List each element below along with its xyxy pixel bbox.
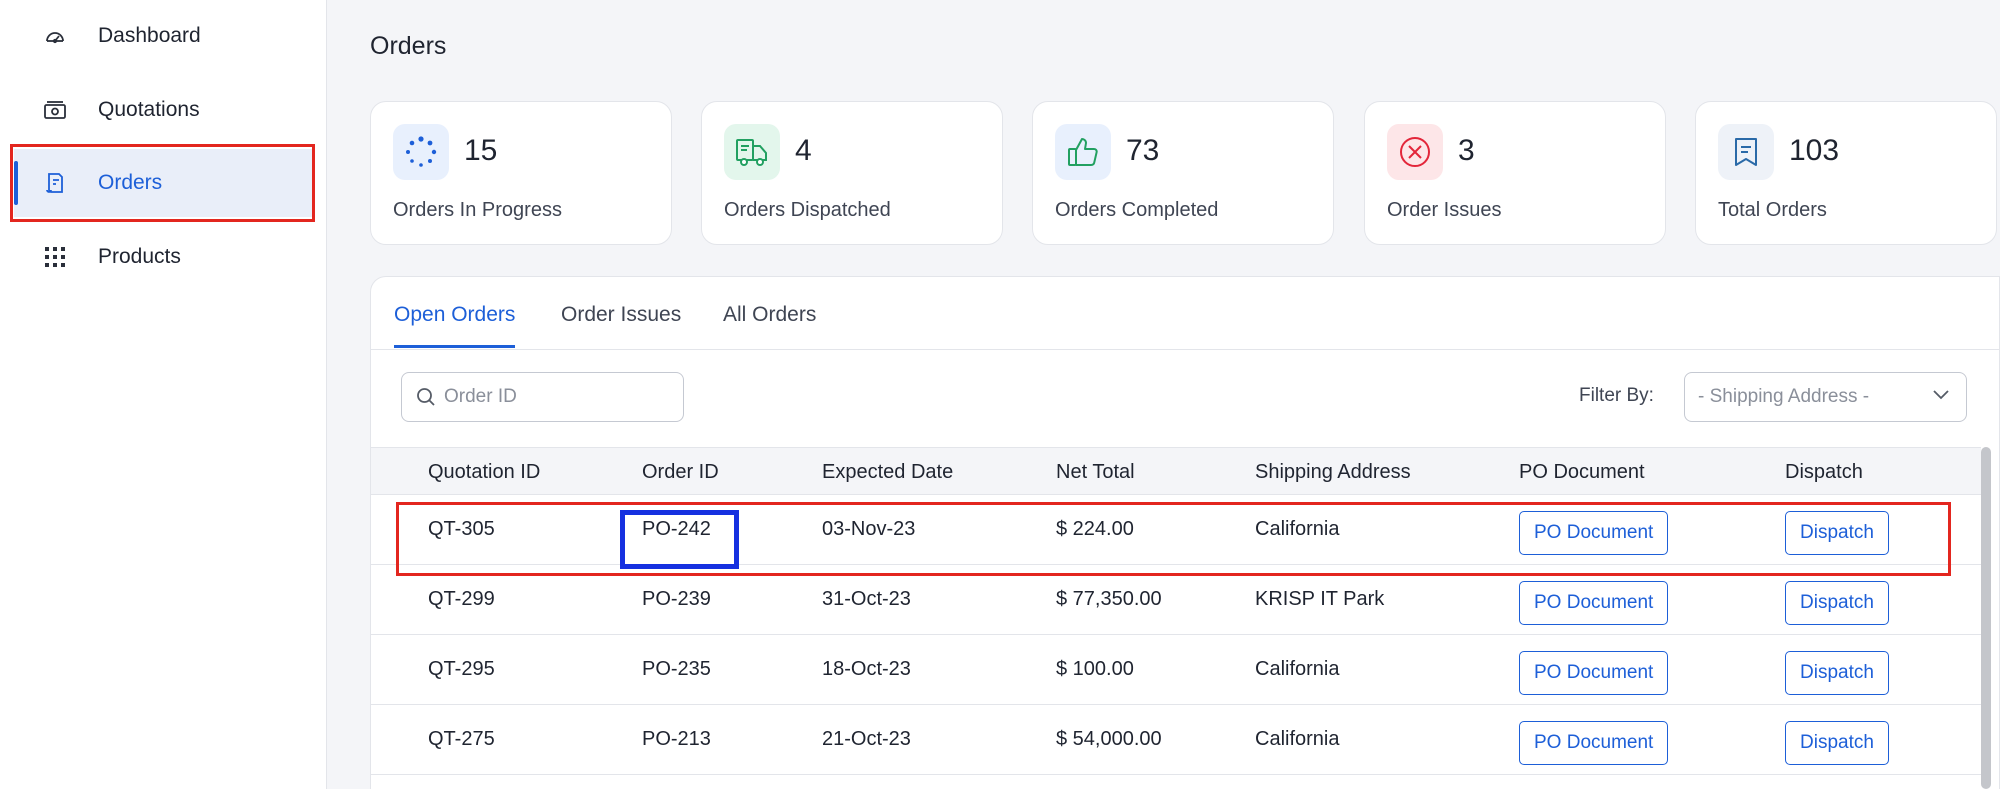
table-row[interactable]: QT-299 PO-239 31-Oct-23 $ 77,350.00 KRIS… — [371, 565, 1981, 635]
table-row[interactable]: QT-295 PO-235 18-Oct-23 $ 100.00 Califor… — [371, 635, 1981, 705]
stat-value: 3 — [1458, 134, 1475, 167]
table-header: Quotation ID Order ID Expected Date Net … — [371, 447, 1981, 495]
stat-card-completed[interactable]: 73 Orders Completed — [1032, 101, 1334, 245]
filter-selected-value: - Shipping Address - — [1698, 386, 1870, 407]
cell-expected-date: 21-Oct-23 — [822, 728, 911, 750]
sidebar-item-dashboard[interactable]: Dashboard — [14, 2, 312, 70]
quotations-money-icon — [42, 97, 68, 123]
stat-card-in-progress[interactable]: 15 Orders In Progress — [370, 101, 672, 245]
stat-value: 103 — [1789, 134, 1840, 167]
dispatch-button[interactable]: Dispatch — [1785, 511, 1889, 555]
dispatch-truck-icon — [724, 124, 780, 180]
cell-shipping-address: California — [1255, 728, 1340, 750]
sidebar-item-products[interactable]: Products — [14, 223, 312, 291]
po-document-button[interactable]: PO Document — [1519, 581, 1669, 625]
orders-panel: Open Orders Order Issues All Orders Filt… — [370, 276, 2000, 789]
stat-label: Orders Completed — [1055, 199, 1219, 221]
column-header-po-document: PO Document — [1519, 461, 1645, 483]
filter-label: Filter By: — [1579, 385, 1654, 406]
stat-card-issues[interactable]: 3 Order Issues — [1364, 101, 1666, 245]
dispatch-button[interactable]: Dispatch — [1785, 651, 1889, 695]
stat-label: Order Issues — [1387, 199, 1502, 221]
stat-value: 15 — [464, 134, 498, 167]
stat-value: 4 — [795, 134, 812, 167]
cell-order-id: PO-213 — [642, 728, 711, 750]
cell-net-total: $ 77,350.00 — [1056, 588, 1162, 610]
chevron-down-icon — [1932, 388, 1950, 406]
table-row[interactable]: QT-305 PO-242 03-Nov-23 $ 224.00 Califor… — [371, 495, 1981, 565]
thumbs-up-icon — [1055, 124, 1111, 180]
total-orders-doc-icon — [1718, 124, 1774, 180]
sidebar-item-label: Orders — [98, 171, 163, 194]
column-header-expected-date: Expected Date — [822, 461, 954, 483]
order-search-box[interactable] — [401, 372, 684, 422]
column-header-dispatch: Dispatch — [1785, 461, 1863, 483]
column-header-order-id: Order ID — [642, 461, 719, 483]
tab-open-orders[interactable]: Open Orders — [394, 303, 516, 348]
cell-quotation-id: QT-305 — [428, 518, 495, 540]
cell-shipping-address: KRISP IT Park — [1255, 588, 1385, 610]
products-grid-icon — [42, 244, 68, 270]
stat-card-total[interactable]: 103 Total Orders — [1695, 101, 1997, 245]
dashboard-gauge-icon — [42, 23, 68, 49]
tab-all-orders[interactable]: All Orders — [723, 303, 817, 326]
scrollbar-thumb[interactable] — [1981, 447, 1991, 789]
sidebar-item-label: Dashboard — [98, 24, 201, 47]
stat-card-dispatched[interactable]: 4 Orders Dispatched — [701, 101, 1003, 245]
page-title: Orders — [370, 32, 447, 60]
table-row[interactable]: QT-275 PO-213 21-Oct-23 $ 54,000.00 Cali… — [371, 705, 1981, 775]
error-x-circle-icon — [1387, 124, 1443, 180]
orders-table: Quotation ID Order ID Expected Date Net … — [371, 447, 1981, 789]
tab-order-issues[interactable]: Order Issues — [561, 303, 682, 326]
cell-net-total: $ 100.00 — [1056, 658, 1134, 680]
sidebar: Dashboard Quotations Orders Products — [0, 0, 327, 789]
cell-order-id: PO-239 — [642, 588, 711, 610]
orders-receipt-icon — [42, 170, 68, 196]
po-document-button[interactable]: PO Document — [1519, 651, 1669, 695]
column-header-shipping-address: Shipping Address — [1255, 461, 1411, 483]
cell-quotation-id: QT-299 — [428, 588, 495, 610]
sidebar-item-quotations[interactable]: Quotations — [14, 76, 312, 144]
dispatch-button[interactable]: Dispatch — [1785, 721, 1889, 765]
order-id-search-input[interactable] — [444, 386, 674, 408]
cell-order-id: PO-235 — [642, 658, 711, 680]
cell-order-id: PO-242 — [642, 518, 711, 540]
cell-quotation-id: QT-275 — [428, 728, 495, 750]
po-document-button[interactable]: PO Document — [1519, 511, 1669, 555]
column-header-quotation-id: Quotation ID — [428, 461, 541, 483]
cell-net-total: $ 54,000.00 — [1056, 728, 1162, 750]
cell-expected-date: 03-Nov-23 — [822, 518, 916, 540]
stat-value: 73 — [1126, 134, 1160, 167]
cell-net-total: $ 224.00 — [1056, 518, 1134, 540]
sidebar-item-orders[interactable]: Orders — [14, 149, 312, 217]
in-progress-spinner-icon — [393, 124, 449, 180]
cell-shipping-address: California — [1255, 518, 1340, 540]
shipping-address-filter-select[interactable]: - Shipping Address - — [1684, 372, 1967, 422]
order-tabs: Open Orders Order Issues All Orders — [371, 277, 1999, 350]
sidebar-item-label: Products — [98, 245, 181, 268]
po-document-button[interactable]: PO Document — [1519, 721, 1669, 765]
stat-label: Orders In Progress — [393, 199, 562, 221]
sidebar-item-label: Quotations — [98, 98, 200, 121]
cell-expected-date: 31-Oct-23 — [822, 588, 911, 610]
stat-label: Orders Dispatched — [724, 199, 891, 221]
cell-shipping-address: California — [1255, 658, 1340, 680]
search-icon — [416, 387, 436, 407]
dispatch-button[interactable]: Dispatch — [1785, 581, 1889, 625]
column-header-net-total: Net Total — [1056, 461, 1135, 483]
cell-expected-date: 18-Oct-23 — [822, 658, 911, 680]
table-scrollbar[interactable] — [1978, 447, 1994, 789]
cell-quotation-id: QT-295 — [428, 658, 495, 680]
stat-label: Total Orders — [1718, 199, 1827, 221]
